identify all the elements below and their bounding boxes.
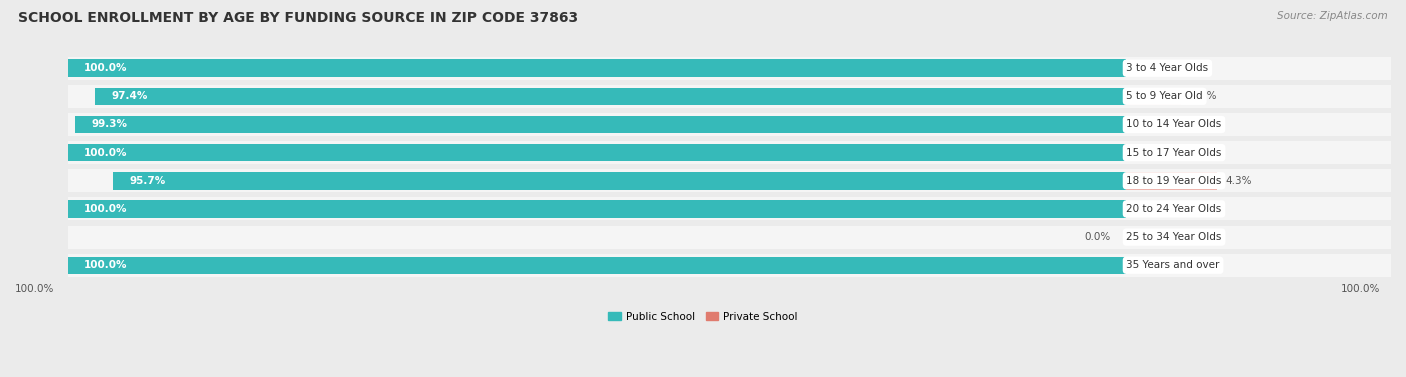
Text: 100.0%: 100.0% [84, 148, 128, 158]
Text: 10 to 14 Year Olds: 10 to 14 Year Olds [1126, 120, 1222, 129]
Bar [67, 256, 1126, 274]
Text: 0.0%: 0.0% [1084, 232, 1111, 242]
Bar [67, 200, 1126, 218]
Bar [1126, 87, 1181, 105]
Bar [67, 254, 1406, 277]
Text: 2.6%: 2.6% [1189, 91, 1216, 101]
Legend: Public School, Private School: Public School, Private School [605, 307, 801, 326]
Text: 0.0%: 0.0% [1135, 148, 1161, 158]
Bar [1126, 116, 1142, 133]
Text: 100.0%: 100.0% [1341, 284, 1381, 294]
Bar [67, 169, 1406, 192]
Bar [67, 57, 1406, 80]
Bar [67, 60, 1126, 77]
Text: 35 Years and over: 35 Years and over [1126, 260, 1220, 270]
Text: 5 to 9 Year Old: 5 to 9 Year Old [1126, 91, 1204, 101]
Text: 100.0%: 100.0% [84, 204, 128, 214]
Text: 3 to 4 Year Olds: 3 to 4 Year Olds [1126, 63, 1209, 73]
Text: 100.0%: 100.0% [84, 260, 128, 270]
Text: 97.4%: 97.4% [111, 91, 148, 101]
Text: SCHOOL ENROLLMENT BY AGE BY FUNDING SOURCE IN ZIP CODE 37863: SCHOOL ENROLLMENT BY AGE BY FUNDING SOUR… [18, 11, 578, 25]
Text: Source: ZipAtlas.com: Source: ZipAtlas.com [1277, 11, 1388, 21]
Bar [67, 141, 1406, 164]
Text: 0.71%: 0.71% [1150, 120, 1182, 129]
Text: 20 to 24 Year Olds: 20 to 24 Year Olds [1126, 204, 1222, 214]
Bar [67, 85, 1406, 108]
Text: 95.7%: 95.7% [129, 176, 166, 186]
Text: 25 to 34 Year Olds: 25 to 34 Year Olds [1126, 232, 1222, 242]
Bar [114, 172, 1126, 190]
Text: 0.0%: 0.0% [1135, 204, 1161, 214]
Bar [76, 116, 1126, 133]
Bar [67, 113, 1406, 136]
Text: 4.3%: 4.3% [1226, 176, 1253, 186]
Text: 0.0%: 0.0% [1135, 232, 1161, 242]
Text: 100.0%: 100.0% [84, 63, 128, 73]
Text: 0.0%: 0.0% [1135, 63, 1161, 73]
Bar [67, 225, 1406, 249]
Text: 99.3%: 99.3% [91, 120, 127, 129]
Bar [67, 198, 1406, 221]
Bar [1126, 172, 1218, 190]
Text: 18 to 19 Year Olds: 18 to 19 Year Olds [1126, 176, 1222, 186]
Bar [96, 87, 1126, 105]
Bar [67, 144, 1126, 161]
Text: 15 to 17 Year Olds: 15 to 17 Year Olds [1126, 148, 1222, 158]
Text: 100.0%: 100.0% [15, 284, 55, 294]
Text: 0.0%: 0.0% [1135, 260, 1161, 270]
